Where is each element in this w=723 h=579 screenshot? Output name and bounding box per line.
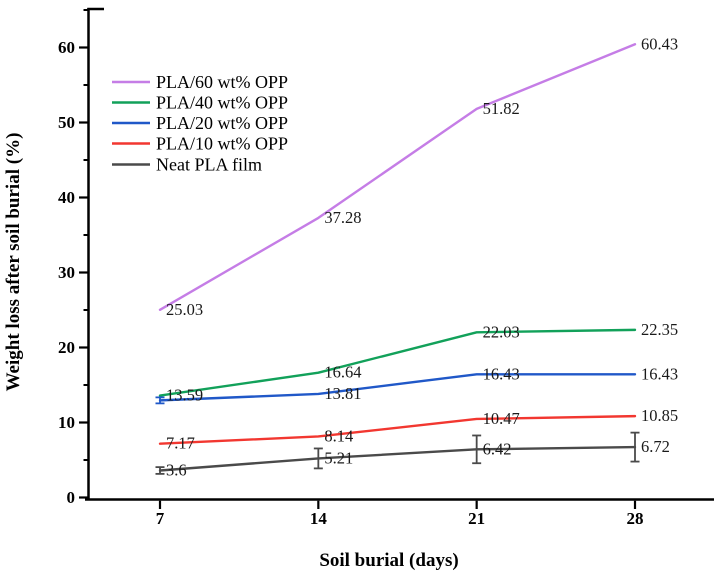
axis-ticks bbox=[79, 9, 637, 509]
data-label-neat-pla-film-day21: 6.42 bbox=[483, 439, 512, 458]
error-bar-neat-pla-film-day28 bbox=[630, 431, 640, 463]
data-label-pla-10-wt-opp-day28: 10.85 bbox=[641, 406, 678, 425]
data-label-pla-40-wt-opp-day21: 22.03 bbox=[483, 322, 520, 341]
legend-label: Neat PLA film bbox=[156, 155, 262, 175]
data-label-neat-pla-film-day14: 5.21 bbox=[324, 448, 353, 467]
data-label-pla-60-wt-opp-day14: 37.28 bbox=[324, 208, 361, 227]
errorbar-layer bbox=[155, 396, 640, 475]
data-label-pla-40-wt-opp-day14: 16.64 bbox=[324, 363, 361, 382]
data-label-neat-pla-film-day28: 6.72 bbox=[641, 437, 670, 456]
data-label-pla-60-wt-opp-day7: 25.03 bbox=[166, 300, 203, 319]
error-bar-neat-pla-film-day14 bbox=[313, 447, 323, 470]
series-line-pla-60-wt-opp bbox=[158, 43, 637, 311]
axis-tick-labels: 0 10 20 30 40 50 60 7 14 21 28 bbox=[58, 38, 644, 528]
series-line-neat-pla-film bbox=[158, 445, 637, 472]
series-layer bbox=[158, 43, 637, 472]
x-tick-label: 21 bbox=[468, 509, 485, 528]
data-label-pla-10-wt-opp-day14: 8.14 bbox=[324, 426, 353, 445]
legend-item-pla-20-wt-opp: PLA/20 wt% OPP bbox=[112, 113, 288, 133]
data-label-pla-20-wt-opp-day14: 13.81 bbox=[324, 384, 361, 403]
series-line-pla-20-wt-opp bbox=[158, 373, 637, 402]
data-label-pla-20-wt-opp-day21: 16.43 bbox=[483, 364, 520, 383]
x-tick-label: 28 bbox=[627, 509, 644, 528]
y-tick-label: 30 bbox=[58, 263, 75, 282]
legend-item-neat-pla-film: Neat PLA film bbox=[112, 155, 262, 175]
data-label-pla-20-wt-opp-day28: 16.43 bbox=[641, 364, 678, 383]
data-label-neat-pla-film-day7: 3.6 bbox=[166, 461, 187, 480]
x-tick-label: 7 bbox=[156, 509, 165, 528]
data-label-pla-60-wt-opp-day21: 51.82 bbox=[483, 99, 520, 118]
y-tick-label: 40 bbox=[58, 188, 75, 207]
axes: 0 10 20 30 40 50 60 7 14 21 28 bbox=[58, 7, 714, 528]
data-label-pla-10-wt-opp-day21: 10.47 bbox=[483, 409, 520, 428]
y-tick-label: 0 bbox=[67, 488, 76, 507]
legend-label: PLA/10 wt% OPP bbox=[156, 134, 288, 154]
legend-label: PLA/20 wt% OPP bbox=[156, 113, 288, 133]
data-labels: 25.03 37.28 51.82 60.43 13.59 16.64 22.03 22.35… bbox=[166, 34, 678, 479]
error-bar-neat-pla-film-day21 bbox=[472, 434, 482, 465]
data-label-pla-40-wt-opp-day7: 13.59 bbox=[166, 386, 203, 405]
legend-label: PLA/60 wt% OPP bbox=[156, 72, 288, 92]
error-bar-pla-20-wt-opp-day7 bbox=[155, 396, 165, 405]
series-line-pla-10-wt-opp bbox=[158, 414, 637, 445]
data-label-pla-60-wt-opp-day28: 60.43 bbox=[641, 34, 678, 53]
y-tick-label: 60 bbox=[58, 38, 75, 57]
y-tick-label: 50 bbox=[58, 113, 75, 132]
x-tick-label: 14 bbox=[310, 509, 328, 528]
legend-item-pla-10-wt-opp: PLA/10 wt% OPP bbox=[112, 134, 288, 154]
y-tick-label: 10 bbox=[58, 413, 75, 432]
error-bar-neat-pla-film-day7 bbox=[155, 466, 165, 475]
legend-label: PLA/40 wt% OPP bbox=[156, 93, 288, 113]
y-tick-label: 20 bbox=[58, 338, 75, 357]
data-label-pla-40-wt-opp-day28: 22.35 bbox=[641, 320, 678, 339]
series-line-pla-40-wt-opp bbox=[158, 328, 637, 397]
data-label-pla-10-wt-opp-day7: 7.17 bbox=[166, 434, 195, 453]
legend-item-pla-60-wt-opp: PLA/60 wt% OPP bbox=[112, 72, 288, 92]
y-axis-title: Weight loss after soil burial (%) bbox=[3, 133, 24, 392]
x-axis-title: Soil burial (days) bbox=[319, 550, 458, 571]
legend-item-pla-40-wt-opp: PLA/40 wt% OPP bbox=[112, 93, 288, 113]
